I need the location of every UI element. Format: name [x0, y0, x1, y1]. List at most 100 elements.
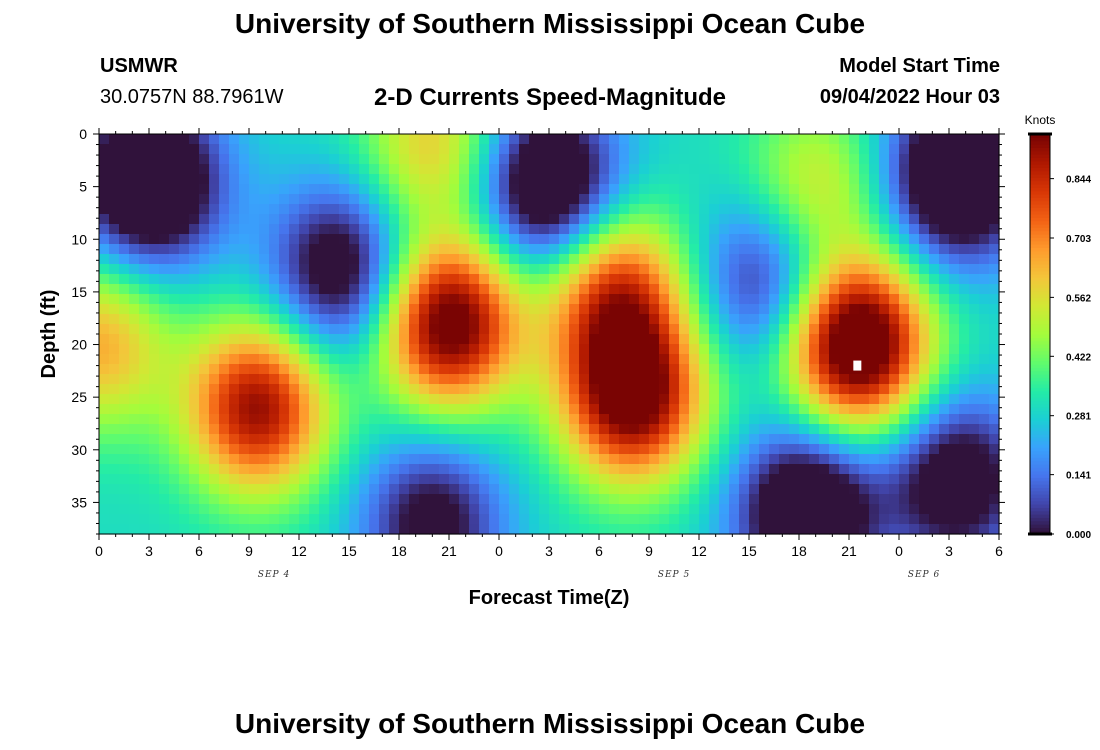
- heatmap-cell: [539, 194, 550, 205]
- heatmap-cell: [809, 444, 820, 455]
- heatmap-cell: [659, 374, 670, 385]
- heatmap-cell: [459, 164, 470, 175]
- heatmap-cell: [619, 464, 630, 475]
- heatmap-cell: [379, 244, 390, 255]
- heatmap-cell: [979, 384, 990, 395]
- heatmap-cell: [819, 454, 830, 465]
- heatmap-cell: [209, 364, 220, 375]
- heatmap-cell: [289, 524, 300, 535]
- heatmap-cell: [789, 174, 800, 185]
- heatmap-cell: [839, 334, 850, 345]
- heatmap-cell: [349, 184, 360, 195]
- heatmap-cell: [569, 474, 580, 485]
- heatmap-cell: [229, 354, 240, 365]
- colorbar-segment: [1030, 357, 1050, 362]
- heatmap-cell: [519, 504, 530, 515]
- heatmap-cell: [919, 144, 930, 155]
- heatmap-cell: [449, 384, 460, 395]
- heatmap-cell: [629, 344, 640, 355]
- heatmap-cell: [939, 484, 950, 495]
- heatmap-cell: [929, 284, 940, 295]
- heatmap-cell: [769, 254, 780, 265]
- heatmap-cell: [469, 134, 480, 145]
- heatmap-cell: [959, 174, 970, 185]
- heatmap-cell: [439, 284, 450, 295]
- heatmap-cell: [639, 424, 650, 435]
- heatmap-cell: [819, 134, 830, 145]
- heatmap-cell: [389, 304, 400, 315]
- heatmap-cell: [749, 314, 760, 325]
- heatmap-cell: [469, 394, 480, 405]
- heatmap-cell: [439, 174, 450, 185]
- heatmap-cell: [449, 244, 460, 255]
- heatmap-cell: [439, 514, 450, 525]
- heatmap-cell: [189, 474, 200, 485]
- heatmap-cell: [509, 414, 520, 425]
- heatmap-cell: [979, 274, 990, 285]
- heatmap-cell: [269, 394, 280, 405]
- heatmap-cell: [219, 264, 230, 275]
- heatmap-cell: [629, 484, 640, 495]
- heatmap-cell: [799, 504, 810, 515]
- heatmap-cell: [759, 144, 770, 155]
- heatmap-cell: [839, 214, 850, 225]
- heatmap-cell: [859, 264, 870, 275]
- heatmap-cell: [399, 254, 410, 265]
- heatmap-cell: [749, 274, 760, 285]
- heatmap-cell: [399, 414, 410, 425]
- heatmap-cell: [369, 454, 380, 465]
- heatmap-cell: [799, 464, 810, 475]
- heatmap-cell: [379, 424, 390, 435]
- heatmap-cell: [429, 444, 440, 455]
- heatmap-cell: [279, 324, 290, 335]
- heatmap-cell: [869, 314, 880, 325]
- heatmap-cell: [389, 404, 400, 415]
- heatmap-cell: [599, 274, 610, 285]
- heatmap-cell: [389, 514, 400, 525]
- heatmap-cell: [389, 504, 400, 515]
- heatmap-cell: [629, 464, 640, 475]
- heatmap-cell: [379, 154, 390, 165]
- heatmap-cell: [829, 334, 840, 345]
- heatmap-cell: [759, 414, 770, 425]
- heatmap-cell: [839, 364, 850, 375]
- heatmap-cell: [739, 404, 750, 415]
- heatmap-cell: [689, 514, 700, 525]
- heatmap-cell: [189, 414, 200, 425]
- heatmap-cell: [269, 384, 280, 395]
- heatmap-cell: [919, 224, 930, 235]
- heatmap-cell: [759, 294, 770, 305]
- heatmap-cell: [109, 184, 120, 195]
- heatmap-cell: [109, 404, 120, 415]
- heatmap-cell: [589, 324, 600, 335]
- heatmap-cell: [589, 234, 600, 245]
- colorbar-tick-label: 0.844: [1066, 175, 1091, 186]
- heatmap-cell: [989, 194, 1000, 205]
- heatmap-cell: [519, 284, 530, 295]
- heatmap-cell: [129, 154, 140, 165]
- heatmap-cell: [619, 214, 630, 225]
- heatmap-cell: [329, 464, 340, 475]
- heatmap-cell: [459, 274, 470, 285]
- heatmap-cell: [979, 134, 990, 145]
- heatmap-cell: [449, 214, 460, 225]
- colorbar-segment: [1030, 317, 1050, 322]
- heatmap-cell: [349, 354, 360, 365]
- heatmap-cell: [879, 164, 890, 175]
- heatmap-cell: [199, 394, 210, 405]
- heatmap-cell: [989, 204, 1000, 215]
- heatmap-cell: [829, 204, 840, 215]
- heatmap-cell: [139, 274, 150, 285]
- heatmap-cell: [599, 524, 610, 535]
- heatmap-cell: [439, 384, 450, 395]
- heatmap-cell: [529, 154, 540, 165]
- colorbar-segment: [1030, 267, 1050, 272]
- heatmap-cell: [159, 394, 170, 405]
- heatmap-cell: [749, 464, 760, 475]
- heatmap-cell: [189, 444, 200, 455]
- heatmap-cell: [239, 454, 250, 465]
- heatmap-cell: [469, 184, 480, 195]
- heatmap-cell: [279, 344, 290, 355]
- heatmap-cell: [249, 304, 260, 315]
- heatmap-cell: [299, 194, 310, 205]
